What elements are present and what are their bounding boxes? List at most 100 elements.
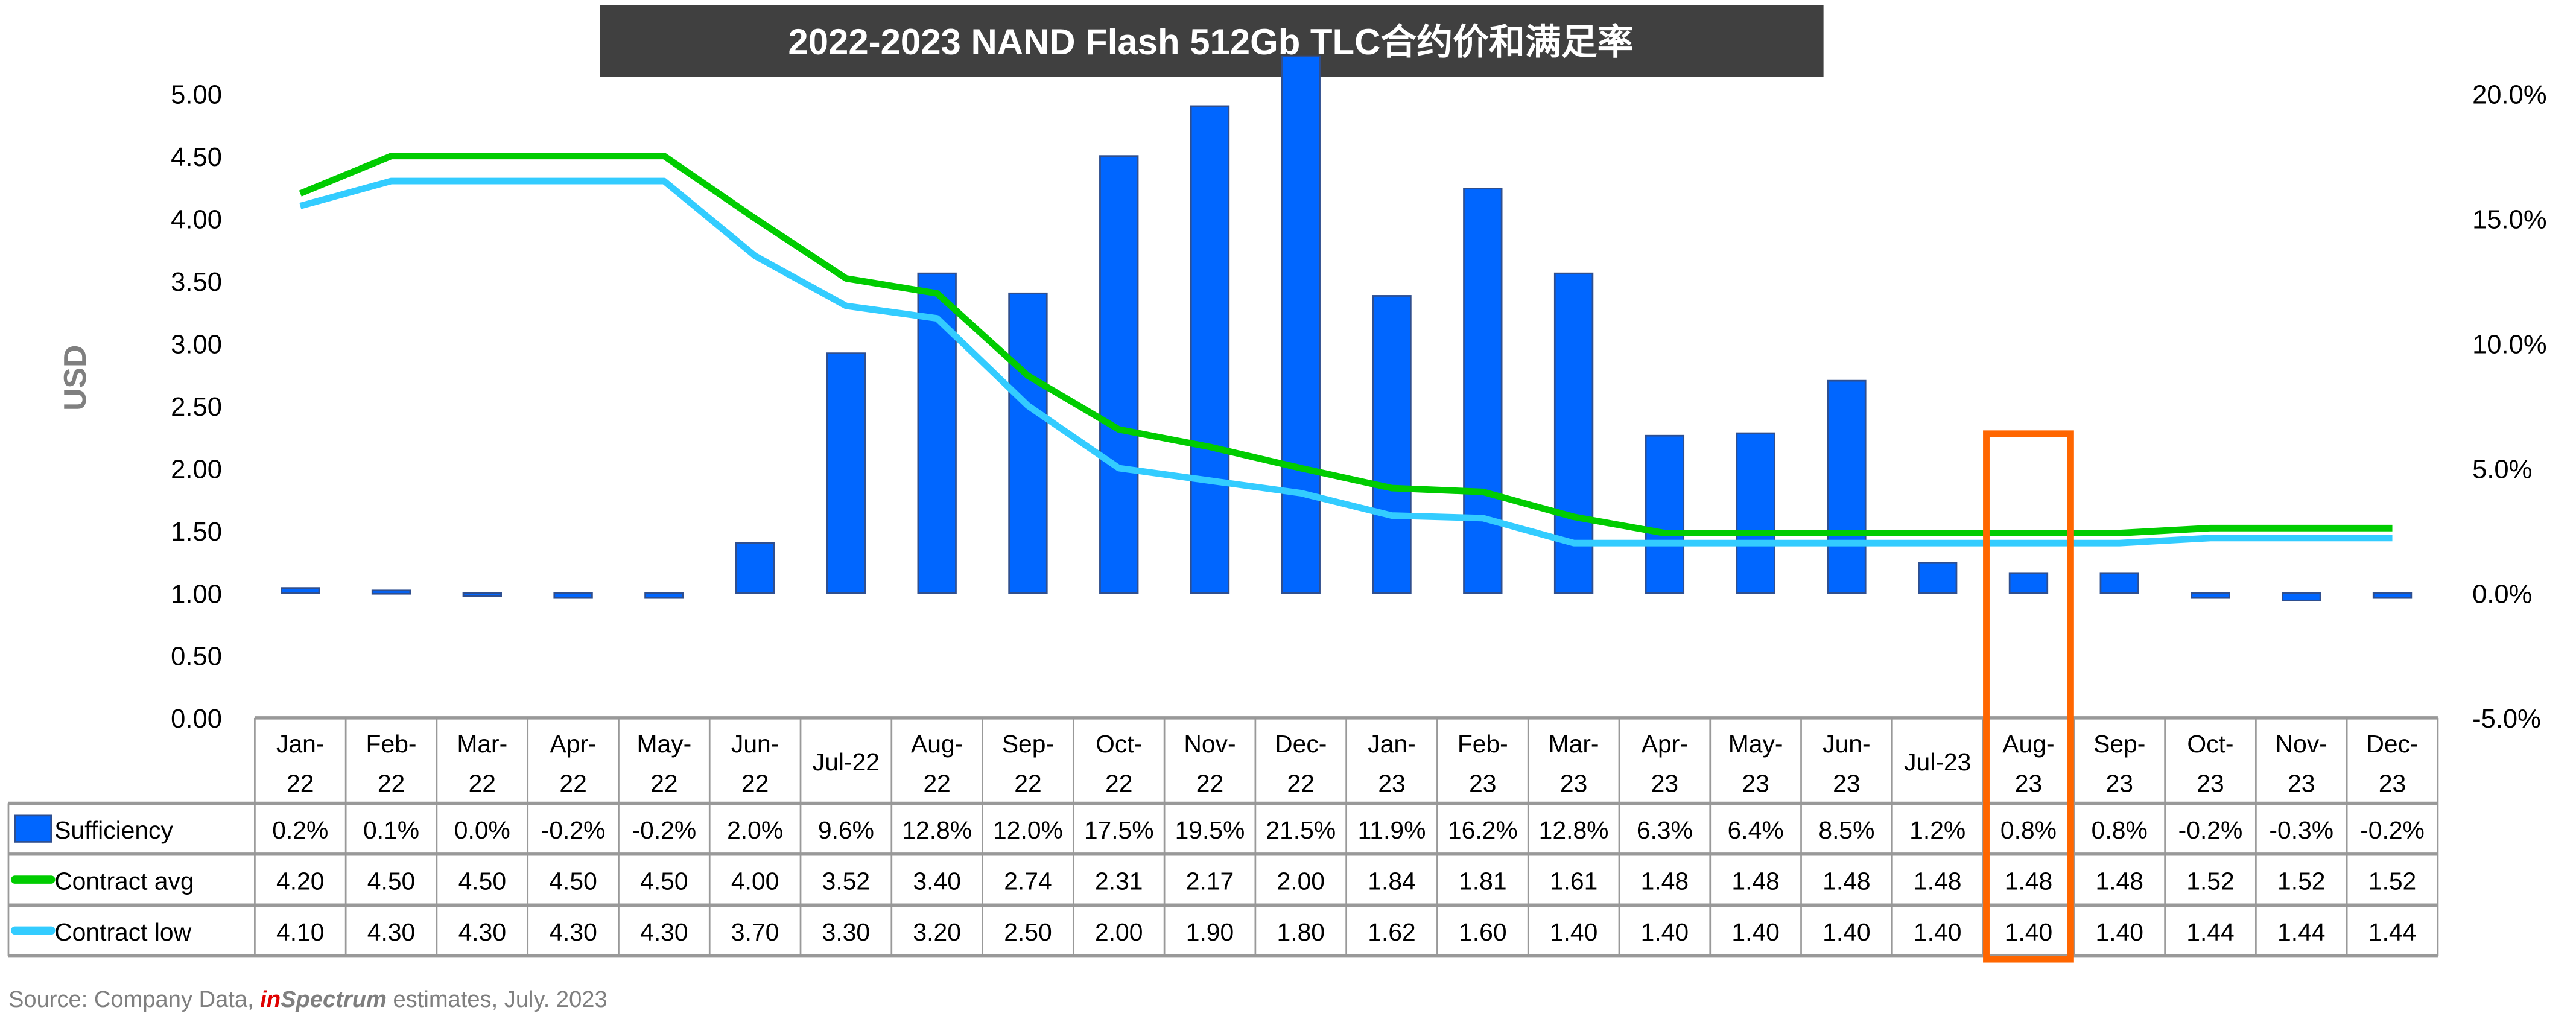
data-label: 1.44	[2368, 918, 2416, 946]
data-label: 0.1%	[363, 816, 419, 844]
category-label: 22	[741, 769, 769, 797]
category-label: 23	[2106, 769, 2133, 797]
brand-in: in	[260, 987, 281, 1012]
category-label: Jun-	[1823, 730, 1870, 758]
category-label: 22	[469, 769, 496, 797]
category-label: 23	[1833, 769, 1860, 797]
data-label: 4.30	[549, 918, 597, 946]
y-tick-label: 1.00	[171, 580, 222, 609]
contract-low-line	[299, 177, 2393, 547]
sufficiency-bar	[2282, 592, 2321, 601]
data-label: 4.30	[367, 918, 415, 946]
category-label: Jul-23	[1904, 748, 1971, 776]
sufficiency-bar	[1099, 155, 1139, 594]
data-label: 3.30	[822, 918, 870, 946]
category-label: Sep-	[2093, 730, 2145, 758]
category-label: Jul-22	[813, 748, 880, 776]
y2-tick-label: 15.0%	[2472, 205, 2546, 234]
sufficiency-bar	[1463, 188, 1503, 594]
category-label: Dec-	[2366, 730, 2418, 758]
sufficiency-bar	[1827, 379, 1867, 594]
category-label: 22	[1287, 769, 1315, 797]
y-tick-label: 2.00	[171, 455, 222, 484]
data-label: 4.50	[640, 867, 688, 895]
category-label: Nov-	[1184, 730, 1236, 758]
category-label: Apr-	[1642, 730, 1688, 758]
category-label: Apr-	[550, 730, 597, 758]
chart-title: 2022-2023 NAND Flash 512Gb TLC合约价和满足率	[788, 22, 1633, 62]
data-label: 1.40	[2095, 918, 2143, 946]
category-label: Feb-	[366, 730, 417, 758]
data-label: -0.3%	[2269, 816, 2333, 844]
sufficiency-bar	[826, 352, 866, 594]
data-label: -0.2%	[541, 816, 606, 844]
legend-contract-low-label: Contract low	[54, 918, 191, 946]
data-label: 3.20	[913, 918, 960, 946]
category-label: 23	[2288, 769, 2315, 797]
category-label: 22	[1196, 769, 1223, 797]
sufficiency-bar	[1190, 105, 1230, 594]
sufficiency-bar	[2191, 592, 2230, 599]
category-label: Jan-	[1368, 730, 1415, 758]
sufficiency-bar	[1281, 55, 1321, 594]
data-label: 4.50	[367, 867, 415, 895]
data-label: 8.5%	[1818, 816, 1874, 844]
sufficiency-bar	[1736, 432, 1775, 594]
y2-tick-label: 20.0%	[2472, 81, 2546, 110]
sufficiency-bar	[2099, 572, 2139, 594]
y-tick-label: 4.50	[171, 143, 222, 172]
data-label: 1.2%	[1909, 816, 1965, 844]
data-label: 1.48	[2095, 867, 2143, 895]
data-label: 2.50	[1004, 918, 1052, 946]
category-label: Sep-	[1002, 730, 1054, 758]
data-label: 2.31	[1095, 867, 1143, 895]
legend-sufficiency-label: Sufficiency	[54, 816, 173, 844]
data-label: 1.48	[1641, 867, 1689, 895]
data-label: 2.74	[1004, 867, 1052, 895]
data-label: 1.61	[1550, 867, 1597, 895]
data-label: 1.48	[1914, 867, 1961, 895]
category-label: 23	[1560, 769, 1587, 797]
category-label: 23	[2379, 769, 2406, 797]
data-label: 1.48	[1823, 867, 1870, 895]
y-tick-label: 4.00	[171, 205, 222, 234]
data-label: 1.80	[1277, 918, 1325, 946]
data-label: 1.40	[2005, 918, 2052, 946]
category-label: Aug-	[2002, 730, 2054, 758]
data-label: 1.48	[1731, 867, 1779, 895]
y-tick-label: 3.50	[171, 268, 222, 297]
data-label: 2.0%	[727, 816, 783, 844]
data-label: 1.44	[2186, 918, 2234, 946]
y-tick-label: 0.00	[171, 705, 222, 734]
data-label: 1.52	[2186, 867, 2234, 895]
category-label: 22	[378, 769, 405, 797]
data-label: 1.40	[1914, 918, 1961, 946]
category-label: Jan-	[276, 730, 324, 758]
sufficiency-bar	[371, 589, 411, 595]
y-tick-label: 1.50	[171, 518, 222, 547]
category-label: Jun-	[731, 730, 779, 758]
data-label: 4.30	[640, 918, 688, 946]
data-label: 1.60	[1459, 918, 1506, 946]
category-label: Oct-	[1096, 730, 1142, 758]
data-label: 4.10	[276, 918, 324, 946]
data-label: 1.90	[1186, 918, 1234, 946]
data-label: -0.2%	[632, 816, 697, 844]
y2-tick-label: 10.0%	[2472, 330, 2546, 359]
category-label: 23	[2197, 769, 2224, 797]
sufficiency-bar	[1008, 292, 1048, 594]
data-label: 4.50	[549, 867, 597, 895]
data-label: 1.62	[1368, 918, 1415, 946]
legend-contract-avg-label: Contract avg	[54, 867, 194, 895]
y-tick-label: 2.50	[171, 393, 222, 422]
y-tick-label: 3.00	[171, 330, 222, 359]
data-label: 1.40	[1641, 918, 1689, 946]
category-label: Nov-	[2276, 730, 2327, 758]
data-label: 12.8%	[902, 816, 972, 844]
legend-sufficiency-swatch	[14, 814, 52, 843]
sufficiency-bar	[462, 592, 502, 597]
sufficiency-bar	[735, 542, 775, 594]
category-label: 22	[650, 769, 677, 797]
y-axis-label: USD	[57, 345, 92, 411]
